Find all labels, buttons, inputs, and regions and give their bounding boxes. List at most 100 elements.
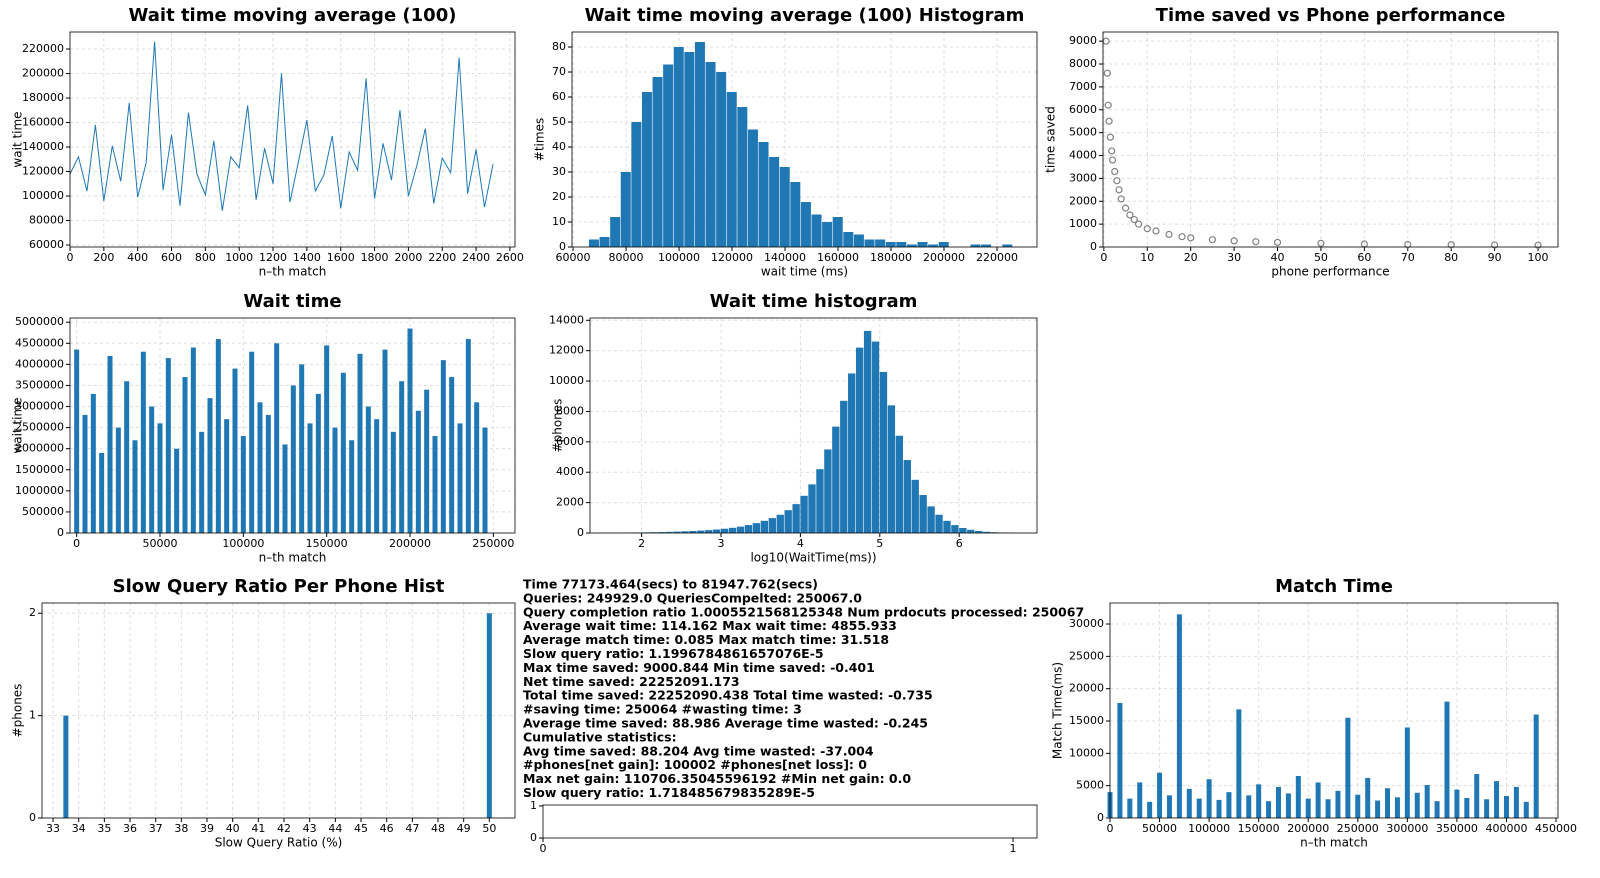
histogram-bar — [864, 239, 875, 247]
x-tick-label: 2 — [638, 537, 645, 550]
chart-panel: 0 10 20 30 40 50 60 70 80 90 100010002000300040005… — [1044, 5, 1559, 279]
histogram-bar — [713, 529, 721, 533]
x-tick-label: 50000 — [143, 537, 178, 550]
info-line: Queries: 249929.0 QueriesCompelted: 2500… — [523, 590, 862, 605]
bar — [274, 343, 280, 533]
plot-frame — [542, 804, 1038, 839]
x-tick-label: 47 — [405, 822, 419, 835]
bar — [440, 360, 446, 533]
histogram-bar — [808, 484, 816, 533]
y-axis-label: wait time — [11, 397, 25, 453]
bar — [1424, 785, 1430, 818]
y-tick-label: 8000 — [556, 404, 584, 417]
y-tick-label: 4000000 — [15, 357, 64, 370]
y-tick-label: 160000 — [22, 116, 64, 129]
info-line: Avg time saved: 88.204 Avg time wasted: … — [523, 743, 874, 758]
histogram-bar — [681, 531, 689, 533]
x-tick-label: 60000 — [556, 251, 591, 264]
bar — [265, 414, 271, 533]
y-axis-label: #phones — [11, 684, 25, 738]
histogram-bar — [848, 373, 856, 533]
x-tick-label: 41 — [251, 822, 265, 835]
y-tick-label: 7000 — [1069, 80, 1097, 93]
histogram-bar — [843, 232, 854, 247]
bar — [1375, 800, 1381, 818]
y-tick-label: 200000 — [22, 67, 64, 80]
x-tick-label: 450000 — [1535, 822, 1577, 835]
scatter-point — [1117, 195, 1125, 203]
x-tick-label: 0 — [1107, 822, 1114, 835]
chart-title: Wait time — [243, 291, 341, 312]
scatter-point — [1108, 147, 1116, 155]
scatter-point — [1208, 236, 1217, 244]
x-tick-label: 180000 — [870, 251, 912, 264]
bar — [482, 427, 488, 533]
y-tick-label: 8000 — [1069, 57, 1097, 70]
scatter-point — [1111, 167, 1119, 176]
plot-frame — [41, 602, 516, 819]
x-tick-label: 0 — [73, 537, 80, 550]
histogram-bar — [800, 202, 811, 247]
bar — [432, 436, 438, 533]
y-tick-label: 5000 — [1069, 126, 1097, 139]
y-tick-label: 50 — [552, 115, 566, 128]
bar — [1345, 717, 1351, 818]
bar — [1414, 792, 1420, 818]
histogram-bar — [673, 47, 684, 247]
bar — [1127, 798, 1133, 818]
y-tick-label: 5000000 — [15, 315, 64, 328]
y-tick-label: 0 — [1097, 811, 1104, 824]
chart-panel: 0 50000 100000 150000 200000 250000 300000 3500… — [1051, 576, 1578, 850]
x-tick-label: 100000 — [222, 537, 264, 550]
histogram-bar — [903, 460, 911, 533]
scatter-point — [1108, 156, 1117, 164]
chart-title: Wait time moving average (100) Histogram — [585, 5, 1025, 26]
bar — [382, 349, 388, 533]
bar — [1513, 786, 1519, 818]
x-tick-label: 48 — [431, 822, 445, 835]
x-tick-label: 80 — [1444, 251, 1458, 264]
bar — [1335, 790, 1341, 818]
bar — [1434, 801, 1440, 818]
bar — [407, 328, 413, 533]
x-tick-label: 220000 — [976, 251, 1018, 264]
bar — [157, 423, 163, 533]
bar — [390, 431, 396, 533]
info-line: Average wait time: 114.162 Max wait time… — [523, 618, 897, 633]
info-line: Net time saved: 22252091.173 — [523, 674, 740, 689]
y-tick-label: 120000 — [22, 165, 64, 178]
scatter-point — [1121, 204, 1130, 212]
plot-frame — [1102, 31, 1559, 248]
x-tick-label: 200000 — [923, 251, 965, 264]
info-panel: Time 77173.464(secs) to 81947.762(secs)Q… — [523, 577, 1084, 801]
histogram-bar — [879, 371, 888, 533]
bar — [282, 444, 288, 533]
y-tick-label: 3000 — [1069, 171, 1097, 184]
bar — [1365, 777, 1371, 818]
bar — [1464, 797, 1470, 818]
histogram-bar — [935, 514, 943, 533]
bar — [486, 613, 492, 818]
x-axis-label: wait time (ms) — [761, 265, 848, 279]
x-axis-label: phone performance — [1271, 265, 1389, 279]
chart-title: Slow Query Ratio Per Phone Hist — [113, 576, 445, 597]
histogram-bar — [747, 129, 758, 247]
histogram-bar — [744, 525, 753, 533]
scatter-point — [1252, 238, 1260, 246]
bar — [465, 339, 471, 533]
info-line: Average time saved: 88.986 Average time … — [523, 716, 928, 731]
plot-area — [543, 805, 1037, 838]
x-tick-label: 1400 — [293, 251, 321, 264]
y-tick-label: 4000 — [556, 465, 584, 478]
scatter-point — [1103, 69, 1111, 77]
scatter-point — [1152, 227, 1160, 235]
bar — [115, 427, 121, 533]
histogram-bar — [832, 217, 843, 247]
bar — [307, 423, 313, 533]
histogram-bar — [588, 239, 599, 247]
x-axis-label: n–th match — [259, 551, 327, 565]
x-axis-label: log10(WaitTime(ms)) — [750, 551, 876, 565]
bar — [399, 381, 405, 533]
y-tick-label: 70 — [552, 65, 566, 78]
x-tick-label: 38 — [174, 822, 188, 835]
